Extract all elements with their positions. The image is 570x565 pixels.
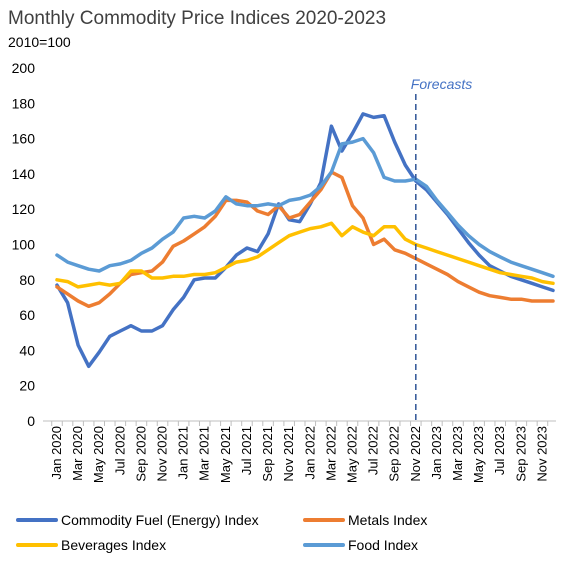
x-tick-label: Mar 2020 (70, 426, 85, 481)
chart-title: Monthly Commodity Price Indices 2020-202… (8, 8, 386, 29)
series-line-3 (55, 136, 555, 279)
x-tick-label: May 2023 (471, 426, 486, 483)
x-tick-label: Sep 2023 (513, 426, 528, 482)
x-tick-label: Mar 2023 (450, 426, 465, 481)
x-tick-label: Sep 2020 (133, 426, 148, 482)
forecast-label: Forecasts (411, 76, 472, 92)
x-tick-label: Jul 2023 (492, 426, 507, 475)
x-tick-label: Jan 2020 (49, 426, 64, 480)
series-line-2 (55, 221, 555, 289)
x-tick-label: Jul 2022 (366, 426, 381, 475)
y-tick-label: 20 (19, 378, 35, 394)
x-tick-label: Nov 2023 (534, 426, 549, 482)
y-tick-label: 40 (19, 342, 35, 358)
x-tick-label: May 2020 (91, 426, 106, 483)
y-tick-label: 100 (12, 237, 36, 253)
x-tick-label: Nov 2020 (155, 426, 170, 482)
x-tick-label: Mar 2021 (197, 426, 212, 481)
y-tick-label: 0 (27, 413, 35, 429)
x-tick-label: Mar 2022 (323, 426, 338, 481)
y-tick-label: 120 (12, 201, 36, 217)
x-tick-label: Jan 2022 (302, 426, 317, 480)
series-line-1 (55, 170, 555, 309)
y-tick-label: 180 (12, 95, 36, 111)
x-tick-label: Sep 2021 (260, 426, 275, 482)
y-tick-label: 80 (19, 272, 35, 288)
y-tick-label: 160 (12, 131, 36, 147)
x-tick-label: Jan 2023 (429, 426, 444, 480)
series-lines (55, 112, 555, 369)
legend-label: Commodity Fuel (Energy) Index (61, 512, 259, 528)
x-tick-label: Jul 2020 (112, 426, 127, 475)
x-tick-label: Nov 2022 (408, 426, 423, 482)
x-tick-label: Nov 2021 (281, 426, 296, 482)
legend-label: Beverages Index (61, 537, 166, 553)
x-tick-label: Jan 2021 (176, 426, 191, 480)
chart-subtitle: 2010=100 (8, 34, 71, 50)
legend-label: Metals Index (348, 512, 427, 528)
y-tick-label: 140 (12, 166, 36, 182)
legend-label: Food Index (348, 537, 418, 553)
x-tick-label: Sep 2022 (387, 426, 402, 482)
y-axis: 0 20 40 60 80 100 120 140 160 180 200 (12, 60, 36, 429)
x-tick-label: May 2021 (218, 426, 233, 483)
y-tick-label: 60 (19, 307, 35, 323)
legend: Commodity Fuel (Energy) Index Metals Inde… (16, 512, 427, 553)
x-axis: Jan 2020 Mar 2020 May 2020 Jul 2020 Sep 2020… (43, 420, 556, 483)
y-tick-label: 200 (12, 60, 36, 76)
series-line-0 (55, 112, 555, 369)
x-tick-label: May 2022 (344, 426, 359, 483)
x-tick-label: Jul 2021 (239, 426, 254, 475)
